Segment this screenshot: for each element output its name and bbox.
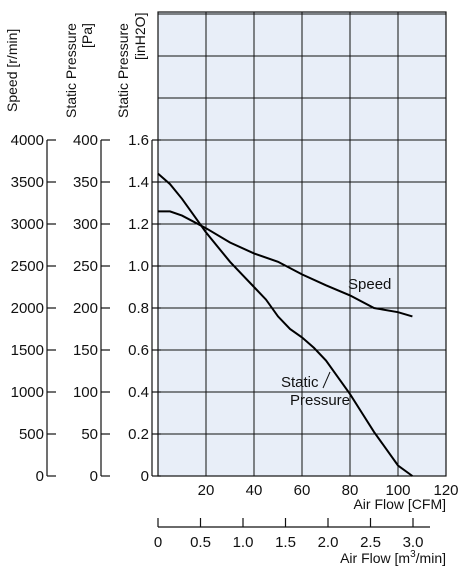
pa-axis-title-line1: Static Pressure [63,23,79,118]
m3min-tick-label: 2.5 [360,534,381,551]
curve-layer [157,172,413,477]
inh2o-tick-label: 0.2 [128,426,149,443]
speed-tick-label: 2500 [11,258,44,275]
cfm-tick-label: 40 [246,482,263,499]
inh2o-tick-label: 1.6 [128,132,149,149]
cfm-tick-label: 80 [342,482,359,499]
speed-tick-label: 4000 [11,132,44,149]
speed-curve [158,210,413,318]
speed-tick-label: 0 [36,468,44,485]
inh2o-axis-title-line1: Static Pressure [115,23,131,118]
cfm-tick-label: 60 [294,482,311,499]
m3min-tick-label: 2.0 [318,534,339,551]
inh2o-tick-label: 1.4 [128,174,149,191]
inh2o-tick-label: 0.4 [128,384,149,401]
pa-tick-label: 400 [73,132,98,149]
m3min-tick-label: 1.5 [275,534,296,551]
inh2o-tick-label: 0.8 [128,300,149,317]
inh2o-tick-label: 0 [141,468,149,485]
speed-series-label: Speed [348,276,391,293]
inh2o-tick-label: 1.0 [128,258,149,275]
inh2o-tick-label: 1.2 [128,216,149,233]
pa-tick-label: 50 [81,426,98,443]
inh2o-axis-title-line2: [inH2O] [132,13,148,60]
m3min-tick-label: 1.0 [233,534,254,551]
m3min-tick-label: 3.0 [403,534,424,551]
speed-axis-title: Speed [r/min] [4,29,20,112]
m3min-title-main: Air Flow [m [340,550,410,566]
pa-tick-label: 250 [73,258,98,275]
pa-axis-title-line2: [Pa] [79,23,95,48]
pa-tick-label: 300 [73,216,98,233]
static-pressure-label-line2: Pressure [290,392,350,409]
m3min-axis-title: Air Flow [m3/min] [340,549,446,566]
cfm-tick-label: 100 [385,482,410,499]
cfm-tick-label: 120 [433,482,458,499]
static-pressure-leader [322,371,331,389]
pa-tick-label: 350 [73,174,98,191]
m3min-tick-label: 0.5 [190,534,211,551]
pa-tick-label: 150 [73,342,98,359]
inh2o-tick-label: 0.6 [128,342,149,359]
speed-tick-label: 1500 [11,342,44,359]
speed-tick-label: 3000 [11,216,44,233]
m3min-title-sup: 3 [410,549,416,560]
speed-tick-label: 1000 [11,384,44,401]
axes-layer: 0500100015002000250030003500400005010015… [11,132,459,551]
m3min-tick-label: 0 [154,534,162,551]
speed-tick-label: 2000 [11,300,44,317]
pa-tick-label: 100 [73,384,98,401]
static-pressure-label-line1: Static [281,374,319,391]
cfm-axis-title: Air Flow [CFM] [353,496,446,512]
m3min-title-end: /min] [416,550,446,566]
speed-tick-label: 500 [19,426,44,443]
pa-tick-label: 200 [73,300,98,317]
pa-tick-label: 0 [90,468,98,485]
cfm-tick-label: 20 [198,482,215,499]
static-pressure-curve [157,172,413,477]
plot-area [157,11,447,477]
speed-tick-label: 3500 [11,174,44,191]
